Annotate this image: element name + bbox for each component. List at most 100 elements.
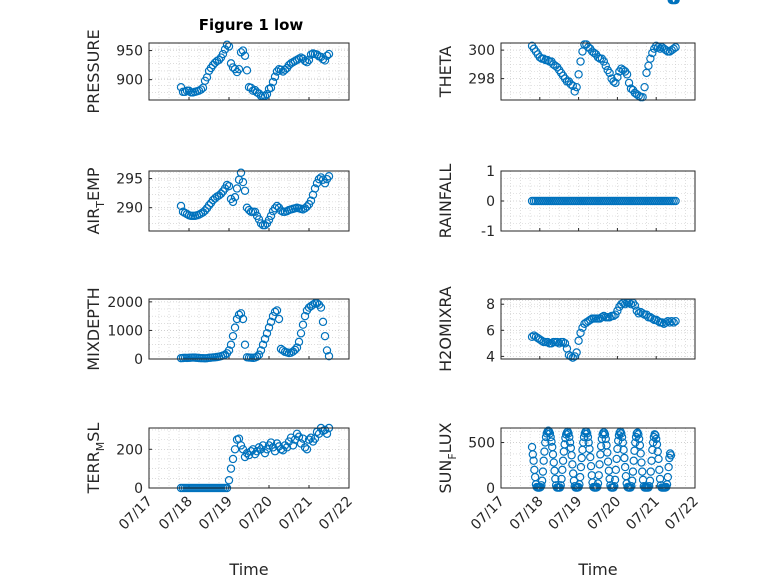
- data-point: [645, 481, 654, 491]
- data-point: [576, 328, 585, 338]
- y-tick-label: 500: [468, 436, 495, 452]
- data-point: [565, 438, 575, 447]
- data-point: [566, 352, 576, 361]
- y-axis-label-main: THETA: [436, 46, 455, 98]
- data-point: [650, 430, 659, 439]
- data-point: [234, 64, 244, 74]
- data-point: [654, 454, 663, 464]
- data-point: [576, 462, 586, 472]
- data-point: [669, 318, 678, 327]
- data-point: [276, 65, 286, 74]
- data-point: [652, 434, 661, 444]
- data-point: [266, 438, 276, 447]
- axes-container: 900 950 PRESSURE 298 300 THETA 290 295 AIRTEMP -1…: [84, 0, 702, 579]
- data-point: [593, 482, 602, 492]
- data-point: [570, 352, 579, 361]
- data-point: [228, 197, 238, 207]
- y-axis-label-tail: LUX: [436, 422, 455, 453]
- data-point: [550, 466, 559, 475]
- y-axis-label-main: TERR: [84, 451, 103, 494]
- data-point: [292, 343, 302, 352]
- data-point: [258, 340, 268, 349]
- data-point: [300, 443, 310, 452]
- data-point: [612, 454, 621, 464]
- data-point: [264, 323, 274, 332]
- data-point: [254, 443, 264, 452]
- data-point: [527, 332, 537, 342]
- data-point: [228, 331, 238, 341]
- data-point: [304, 55, 314, 65]
- data-point: [324, 49, 334, 59]
- data-point: [555, 339, 564, 348]
- data-point: [539, 456, 548, 465]
- data-point: [586, 315, 595, 325]
- y-tick-label: 0: [486, 481, 495, 497]
- data-point: [306, 50, 316, 59]
- data-point: [286, 433, 296, 442]
- data-point: [646, 467, 655, 476]
- data-point: [537, 481, 546, 490]
- data-point: [314, 174, 324, 184]
- data-point: [316, 173, 326, 182]
- data-point: [648, 48, 657, 58]
- y-tick-label: 900: [116, 73, 143, 89]
- data-point: [655, 474, 665, 484]
- data-point: [238, 177, 248, 187]
- data-point: [224, 181, 234, 191]
- data-point: [282, 443, 292, 452]
- data-point: [272, 67, 282, 76]
- y-axis-label: TERRMSL: [84, 423, 107, 495]
- y-axis-label: AIRTEMP: [84, 167, 107, 234]
- data-point: [613, 72, 622, 82]
- data-point: [204, 201, 214, 210]
- data-point: [322, 51, 332, 60]
- data-point: [551, 474, 560, 484]
- data-point: [266, 211, 276, 221]
- data-point: [586, 461, 596, 471]
- data-point: [595, 460, 604, 469]
- data-point: [627, 476, 637, 485]
- data-point: [240, 340, 250, 349]
- data-point: [558, 337, 568, 347]
- y-tick-label: 298: [468, 72, 495, 88]
- data-point: [671, 196, 680, 206]
- data-point: [620, 453, 629, 463]
- figure-title: Figure 1 low: [199, 16, 304, 34]
- data-point: [570, 87, 579, 96]
- y-axis-label-tail: EMP: [84, 167, 103, 201]
- data-point: [629, 456, 638, 465]
- y-tick-label: 1: [486, 164, 495, 180]
- data-point: [562, 428, 572, 437]
- data-point: [184, 86, 194, 95]
- data-point: [272, 306, 282, 315]
- data-point: [302, 57, 312, 67]
- data-point: [671, 316, 680, 326]
- data-point: [218, 49, 228, 59]
- data-point: [304, 435, 314, 444]
- data-point: [585, 444, 594, 454]
- data-point: [671, 0, 680, 5]
- axes-air_temp: 290 295 AIRTEMP: [84, 167, 350, 235]
- data-point: [605, 474, 614, 484]
- data-point: [232, 314, 242, 324]
- data-point: [601, 61, 610, 71]
- data-point: [228, 454, 238, 464]
- data-point: [274, 314, 284, 324]
- data-point: [655, 44, 665, 53]
- data-point: [637, 458, 646, 467]
- data-point: [628, 467, 638, 476]
- data-point: [665, 318, 674, 327]
- axes-border: [500, 298, 696, 360]
- y-axis-label-main: SUN: [436, 460, 455, 494]
- data-point: [266, 83, 276, 92]
- data-point: [308, 300, 318, 309]
- data-point: [611, 78, 620, 88]
- data-point: [222, 40, 232, 49]
- data-point: [576, 57, 585, 66]
- data-point: [200, 206, 210, 215]
- data-point: [586, 452, 595, 462]
- data-point: [529, 456, 538, 465]
- axes-theta: 298 300 THETA: [436, 40, 696, 102]
- data-point: [546, 432, 555, 442]
